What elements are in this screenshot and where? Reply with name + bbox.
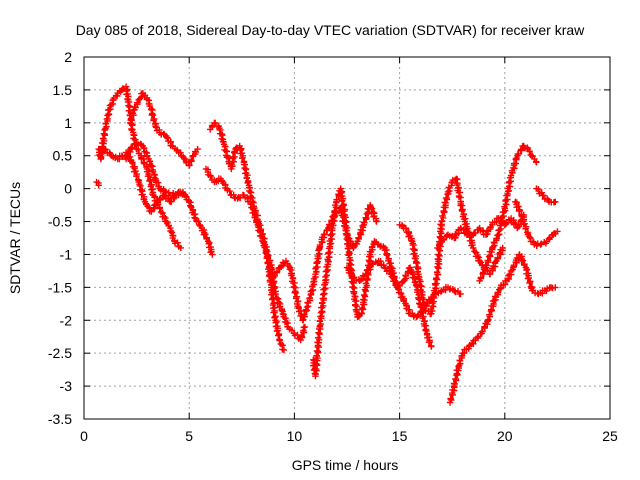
series-marks: [122, 149, 216, 258]
y-tick-label: -0.5: [48, 214, 72, 230]
x-tick-label: 20: [497, 428, 513, 444]
y-tick-label: -1: [60, 246, 73, 262]
y-tick-label: 1.5: [53, 82, 73, 98]
y-tick-label: -2.5: [48, 345, 72, 361]
series-marks: [396, 175, 506, 318]
chart-title: Day 085 of 2018, Sidereal Day-to-day VTE…: [76, 22, 585, 38]
series-marks: [95, 83, 184, 252]
series-arc-d: [127, 90, 201, 169]
data-marks: [93, 83, 561, 406]
x-tick-label: 25: [602, 428, 618, 444]
y-tick-label: -1.5: [48, 279, 72, 295]
series-marks: [202, 165, 288, 354]
series-marks: [343, 257, 464, 321]
series-marks: [533, 185, 559, 206]
plot-frame: [83, 56, 611, 420]
y-tick-label: 0: [64, 181, 72, 197]
series-arc-a: [93, 178, 102, 189]
series-arc-m: [446, 251, 559, 406]
series-marks: [127, 90, 201, 169]
x-axis-label: GPS time / hours: [292, 457, 399, 473]
axis-ticks: 0 5 10 15 20 25 -3.5 -3 -2.5 -2 -1.5 -1 -0.5 0 0.5 1 1.5…: [48, 49, 618, 444]
series-marks: [476, 142, 540, 284]
series-arc-p: [533, 185, 559, 206]
x-tick-label: 15: [392, 428, 408, 444]
x-tick-label: 5: [185, 428, 193, 444]
series-arc-l: [434, 211, 527, 252]
y-tick-label: 2: [64, 49, 72, 65]
series-arc-g: [202, 165, 288, 354]
series-arc-e: [122, 149, 216, 258]
y-tick-label: -2: [60, 312, 73, 328]
y-tick-label: 0.5: [53, 148, 73, 164]
series-marks: [434, 211, 527, 252]
series-arc-o: [512, 198, 561, 249]
series-arc-n: [476, 142, 540, 284]
series-arc-c: [97, 139, 189, 199]
series-arc-b: [95, 83, 184, 252]
y-tick-label: -3: [60, 378, 73, 394]
grid: [84, 57, 610, 419]
x-tick-label: 0: [80, 428, 88, 444]
series-arc-j: [343, 257, 464, 321]
y-tick-label: -3.5: [48, 411, 72, 427]
y-axis-label: SDTVAR / TECUs: [7, 182, 23, 294]
series-marks: [93, 178, 102, 189]
series-marks: [97, 139, 189, 199]
y-tick-label: 1: [64, 115, 72, 131]
x-tick-label: 10: [287, 428, 303, 444]
series-marks: [512, 198, 561, 249]
series-arc-k: [396, 175, 506, 318]
series-marks: [446, 251, 559, 406]
